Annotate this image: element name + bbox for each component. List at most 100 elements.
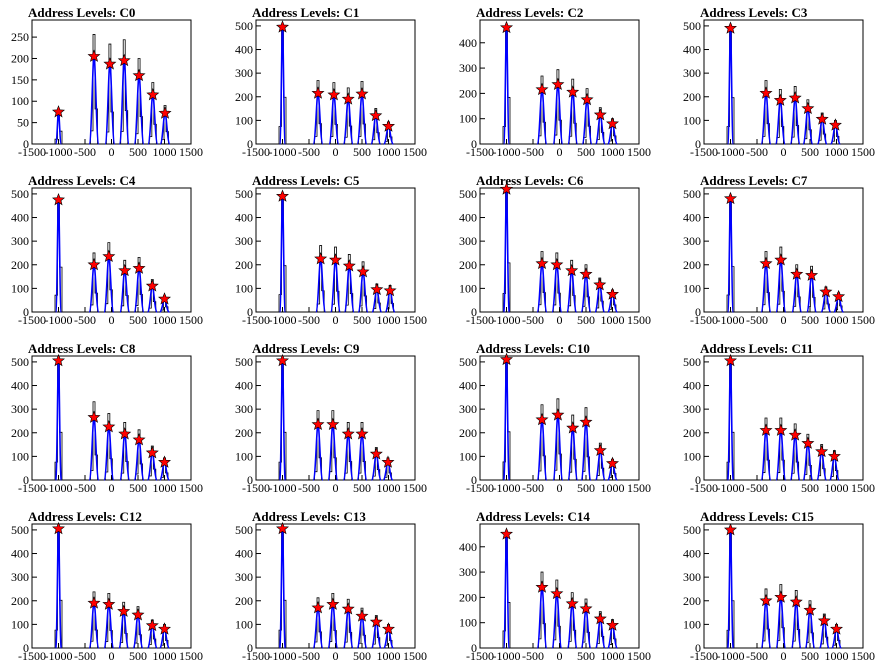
fit-peak bbox=[278, 527, 287, 649]
y-tick-label: 400 bbox=[11, 379, 29, 393]
peak-marker bbox=[87, 596, 101, 609]
chart-panel-3: Address Levels: C30100200300400500-1500-… bbox=[683, 5, 875, 159]
y-tick-label: 100 bbox=[683, 449, 701, 463]
peak-marker bbox=[87, 257, 101, 271]
fit-peak bbox=[552, 83, 564, 145]
x-tick-label: -1500 bbox=[466, 313, 494, 327]
fit-peak bbox=[103, 603, 115, 649]
peak-marker bbox=[550, 586, 564, 600]
y-tick-label: 100 bbox=[459, 112, 477, 126]
x-tick-label: -1500 bbox=[242, 649, 270, 663]
x-tick-label: 500 bbox=[801, 649, 819, 663]
chart-title: Address Levels: C9 bbox=[252, 341, 360, 356]
fit-peak bbox=[103, 255, 115, 313]
y-tick-label: 100 bbox=[11, 94, 29, 108]
fit-peak bbox=[502, 188, 511, 313]
x-tick-label: 500 bbox=[353, 481, 371, 495]
x-tick-label: 1000 bbox=[601, 649, 625, 663]
x-tick-label: -500 bbox=[746, 649, 768, 663]
x-tick-label: -500 bbox=[522, 481, 544, 495]
peak-marker bbox=[593, 443, 607, 456]
peak-marker bbox=[801, 436, 815, 449]
peak-marker bbox=[52, 105, 65, 118]
peak-marker bbox=[724, 191, 737, 205]
peak-marker bbox=[828, 118, 842, 131]
x-tick-label: -1500 bbox=[690, 481, 718, 495]
y-tick-label: 200 bbox=[683, 90, 701, 104]
fit-peak bbox=[536, 418, 548, 481]
x-tick-label: 1000 bbox=[377, 145, 401, 159]
peak-marker bbox=[774, 253, 788, 266]
peak-marker bbox=[801, 101, 815, 115]
x-tick-label: -1000 bbox=[493, 649, 521, 663]
y-tick-label: 200 bbox=[11, 594, 29, 608]
y-tick-label: 200 bbox=[683, 426, 701, 440]
peak-marker bbox=[382, 119, 395, 132]
peak-marker bbox=[341, 427, 355, 440]
fit-peak bbox=[118, 59, 130, 145]
chart-title: Address Levels: C3 bbox=[700, 5, 808, 20]
x-tick-label: 0 bbox=[333, 145, 339, 159]
y-tick-label: 400 bbox=[235, 43, 253, 57]
x-tick-label: 0 bbox=[781, 313, 787, 327]
y-tick-label: 100 bbox=[459, 281, 477, 295]
peak-marker bbox=[724, 523, 737, 536]
peak-marker bbox=[774, 590, 788, 603]
x-tick-label: -1000 bbox=[45, 481, 73, 495]
peak-marker bbox=[276, 189, 289, 202]
fit-peak bbox=[789, 97, 801, 145]
fit-peak bbox=[536, 586, 548, 649]
peak-marker bbox=[819, 285, 833, 298]
x-tick-label: 1500 bbox=[627, 313, 651, 327]
peak-marker bbox=[145, 446, 159, 459]
x-tick-label: 1500 bbox=[851, 313, 875, 327]
y-tick-label: 200 bbox=[459, 258, 477, 272]
peak-marker bbox=[102, 597, 116, 610]
peak-marker bbox=[355, 609, 369, 622]
x-tick-label: -500 bbox=[74, 145, 96, 159]
x-tick-label: -1000 bbox=[269, 481, 297, 495]
x-tick-label: -500 bbox=[298, 649, 320, 663]
y-tick-label: 0 bbox=[471, 473, 477, 487]
y-tick-label: 300 bbox=[235, 570, 253, 584]
x-tick-label: 1000 bbox=[377, 649, 401, 663]
x-tick-label: 1500 bbox=[179, 481, 203, 495]
x-tick-label: 1000 bbox=[601, 313, 625, 327]
fit-peak bbox=[536, 262, 548, 313]
y-tick-label: 300 bbox=[459, 402, 477, 416]
fit-peak bbox=[342, 608, 354, 649]
fit-peak bbox=[88, 602, 100, 649]
x-tick-label: 0 bbox=[333, 313, 339, 327]
fit-peak bbox=[133, 267, 145, 313]
fit-peak bbox=[118, 610, 130, 649]
peak-marker bbox=[815, 444, 829, 458]
x-tick-label: -1500 bbox=[466, 649, 494, 663]
x-tick-label: 0 bbox=[557, 649, 563, 663]
y-tick-label: 500 bbox=[683, 523, 701, 537]
x-tick-label: 1500 bbox=[403, 481, 427, 495]
chart-title: Address Levels: C2 bbox=[476, 5, 583, 20]
x-tick-label: 1500 bbox=[627, 481, 651, 495]
peak-marker bbox=[788, 91, 802, 104]
x-tick-label: -500 bbox=[522, 649, 544, 663]
y-tick-label: 100 bbox=[683, 281, 701, 295]
peak-marker bbox=[158, 455, 171, 468]
chart-title: Address Levels: C12 bbox=[28, 509, 142, 524]
x-tick-label: 1000 bbox=[825, 649, 849, 663]
fit-peak bbox=[88, 416, 100, 481]
x-tick-label: 500 bbox=[801, 145, 819, 159]
chart-title: Address Levels: C10 bbox=[476, 341, 590, 356]
peak-marker bbox=[759, 423, 773, 436]
x-tick-label: 1500 bbox=[851, 649, 875, 663]
y-tick-label: 100 bbox=[459, 616, 477, 630]
x-tick-label: 1000 bbox=[825, 313, 849, 327]
y-tick-label: 400 bbox=[235, 547, 253, 561]
peak-marker bbox=[535, 256, 549, 270]
y-tick-label: 500 bbox=[11, 355, 29, 369]
fit-peak bbox=[726, 197, 735, 313]
x-tick-label: -1500 bbox=[466, 481, 494, 495]
peak-marker bbox=[342, 259, 356, 272]
y-tick-label: 100 bbox=[235, 281, 253, 295]
x-tick-label: -1500 bbox=[690, 649, 718, 663]
x-tick-label: 500 bbox=[577, 481, 595, 495]
